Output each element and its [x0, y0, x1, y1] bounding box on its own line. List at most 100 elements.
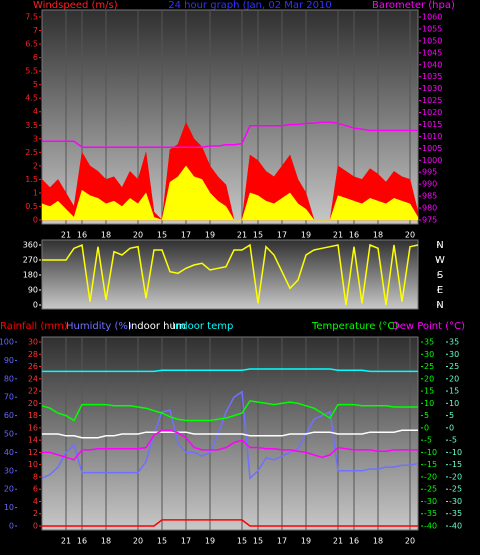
x-tick-label: 20	[405, 537, 415, 546]
y-tick-label: 20	[424, 374, 434, 383]
y-tick-label: -10	[449, 448, 462, 457]
y-tick-label: -5	[449, 436, 457, 445]
y-tick-label: 8	[33, 472, 38, 481]
line	[42, 429, 418, 439]
y-tick-label: 2.5	[25, 148, 38, 157]
x-tick-label: 15	[157, 537, 167, 546]
x-tick-label: 15	[157, 231, 167, 240]
y-tick-label: 0	[449, 423, 454, 432]
y-tick-label: W	[435, 255, 445, 266]
y-tick-label: 1010	[422, 132, 442, 141]
y-tick-label: 6.5	[25, 40, 38, 49]
y-tick-label: 35	[449, 338, 459, 347]
y-tick-label: 80	[4, 374, 14, 383]
y-tick-label: -30	[449, 497, 462, 506]
y-tick-label: 1035	[422, 72, 442, 81]
y-tick-label: 30	[449, 350, 459, 359]
x-tick-label: 16	[349, 231, 359, 240]
y-tick-label: 1050	[422, 36, 442, 45]
y-tick-label: -10	[424, 448, 437, 457]
y-tick-label: -25	[449, 485, 462, 494]
y-tick-label: -35	[449, 509, 462, 518]
y-tick-label: -40	[424, 522, 437, 531]
x-tick-label: 17	[277, 537, 287, 546]
y-tick-label: 7	[33, 26, 38, 35]
x-tick-label: 15	[253, 231, 263, 240]
y-tick-label: 1	[33, 188, 38, 197]
y-tick-label: N	[436, 240, 443, 251]
y-tick-label: 1020	[422, 108, 442, 117]
y-tick-label: 6	[33, 485, 38, 494]
y-tick-label: 15	[424, 387, 434, 396]
x-tick-label: 19	[301, 537, 311, 546]
x-tick-label: 15	[237, 537, 247, 546]
y-tick-label: 3.5	[25, 121, 38, 130]
y-tick-label: 4.5	[25, 94, 38, 103]
y-tick-label: 90	[28, 286, 38, 295]
y-tick-label: -20	[424, 472, 437, 481]
line	[42, 429, 418, 461]
y-tick-label: 1015	[422, 120, 442, 129]
y-tick-label: 7.5	[25, 13, 38, 22]
x-tick-label: 21	[333, 231, 343, 240]
y-tick-label: 4	[33, 497, 38, 506]
y-tick-label: 35	[424, 338, 434, 347]
y-tick-label: 28	[28, 350, 38, 359]
y-tick-label: 0	[33, 522, 38, 531]
x-tick-label: 15	[253, 537, 263, 546]
y-tick-label: 1055	[422, 24, 442, 33]
y-tick-label: 1000	[422, 156, 442, 165]
y-tick-label: S	[437, 270, 443, 281]
x-tick-label: 18	[101, 537, 111, 546]
line	[41, 390, 419, 480]
x-tick-label: 16	[349, 537, 359, 546]
y-tick-label: -5	[424, 436, 432, 445]
x-tick-label: 19	[301, 231, 311, 240]
legend-label: Indoor hum	[128, 321, 186, 332]
y-tick-label: 1025	[422, 96, 442, 105]
legend-label: Rainfall (mm)	[0, 321, 68, 332]
x-tick-label: 18	[373, 537, 383, 546]
y-tick-label: 10	[4, 503, 14, 512]
x-tick-label: 20	[133, 537, 143, 546]
y-tick-label: 5	[449, 411, 454, 420]
y-tick-label: 25	[424, 362, 434, 371]
y-tick-label: 10	[449, 399, 459, 408]
y-tick-label: 20	[28, 399, 38, 408]
y-tick-label: 10	[28, 460, 38, 469]
x-tick-label: 18	[101, 231, 111, 240]
y-tick-label: 60	[4, 411, 14, 420]
y-tick-label: -40	[449, 522, 462, 531]
y-tick-label: 6	[33, 53, 38, 62]
y-tick-label: 1005	[422, 144, 442, 153]
y-tick-label: 26	[28, 362, 38, 371]
y-tick-label: 1060	[422, 13, 442, 22]
y-tick-label: 22	[28, 387, 38, 396]
y-tick-label: 15	[449, 387, 459, 396]
chart-title: 24 hour graph (Jan, 02 Mar 2010	[168, 0, 332, 11]
y-tick-label: 50	[4, 430, 14, 439]
y-tick-label: 270	[23, 256, 38, 265]
y-tick-label: 980	[422, 204, 437, 213]
y-tick-label: 40	[4, 448, 14, 457]
y-tick-label: -15	[449, 460, 462, 469]
barometer-axis-title: Barometer (hpa)	[372, 0, 455, 11]
y-tick-label: 180	[23, 271, 38, 280]
y-tick-label: 4	[33, 107, 38, 116]
x-tick-label: 17	[181, 537, 191, 546]
x-tick-label: 21	[333, 537, 343, 546]
x-tick-label: 17	[277, 231, 287, 240]
legend-label: Dew Point (°C)	[392, 321, 465, 332]
y-tick-label: 24	[28, 374, 38, 383]
legend-label: Indoor temp	[172, 321, 233, 332]
y-tick-label: 30	[424, 350, 434, 359]
y-tick-label: 16	[28, 423, 38, 432]
y-tick-label: 20	[4, 485, 14, 494]
line	[42, 368, 418, 373]
legend-label: Temperature (°C)	[311, 321, 398, 332]
y-tick-label: 1045	[422, 48, 442, 57]
y-tick-label: 995	[422, 168, 437, 177]
y-tick-label: 0	[424, 423, 429, 432]
x-tick-label: 21	[237, 231, 247, 240]
